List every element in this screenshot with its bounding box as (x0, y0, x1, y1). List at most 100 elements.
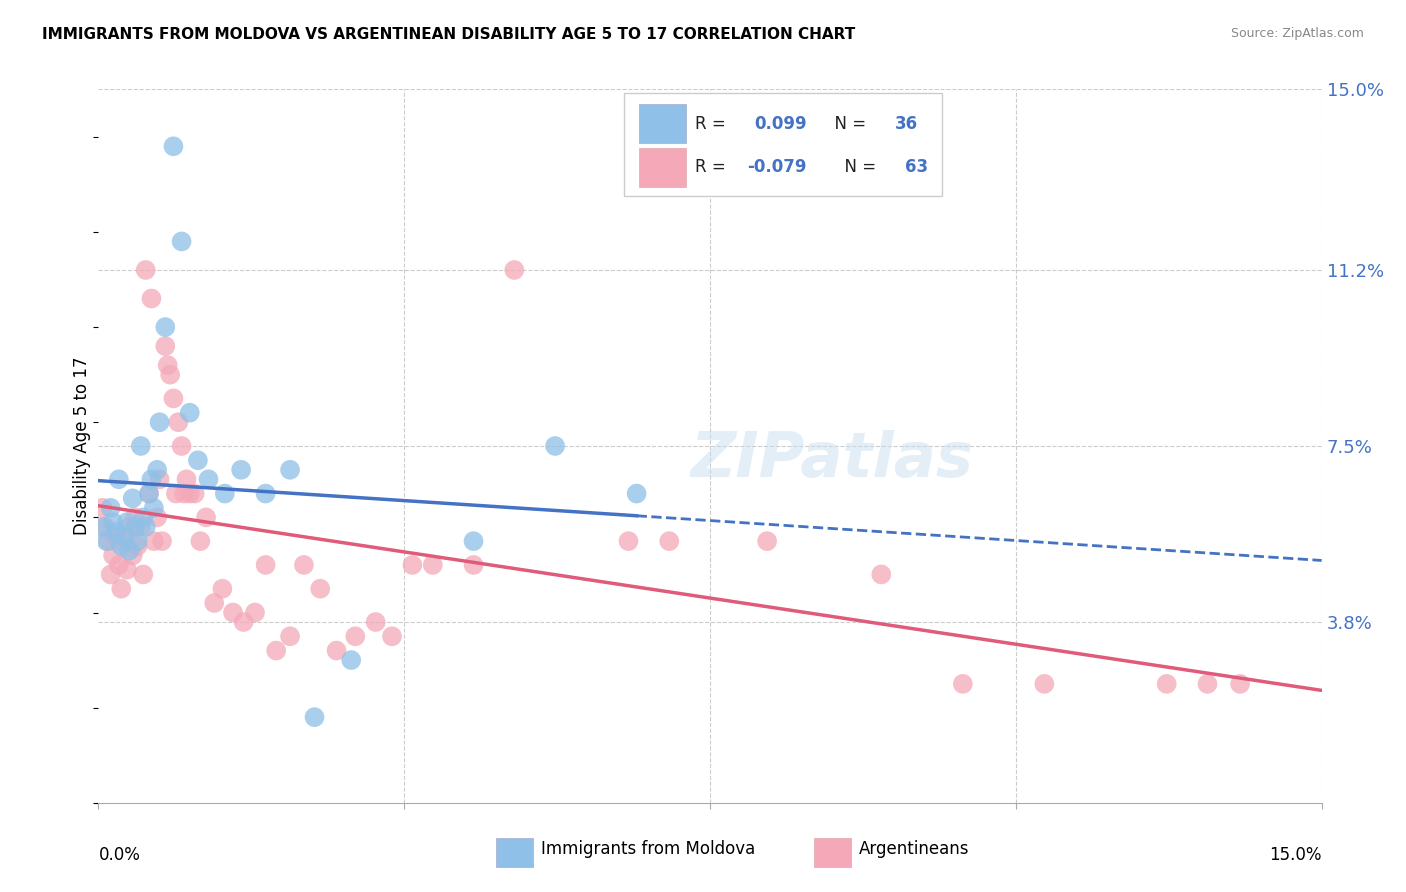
Point (173, 486, 195, 500)
Point (114, 529, 136, 543)
Point (1197, 677, 1219, 691)
Point (127, 534, 149, 549)
Point (100, 500, 122, 515)
Point (381, 629, 404, 643)
FancyBboxPatch shape (814, 838, 851, 867)
Point (135, 520, 157, 534)
Point (278, 463, 301, 477)
Point (170, 439, 193, 453)
Point (254, 558, 277, 572)
Point (304, 710, 326, 724)
Y-axis label: Disability Age 5 to 17: Disability Age 5 to 17 (73, 357, 91, 535)
FancyBboxPatch shape (624, 93, 942, 196)
Text: R =: R = (696, 115, 731, 133)
Point (94, 520, 117, 534)
Point (146, 463, 169, 477)
Text: ZIPatlas: ZIPatlas (690, 430, 974, 491)
Point (118, 520, 141, 534)
Point (183, 486, 205, 500)
Point (141, 472, 163, 486)
Point (159, 368, 181, 382)
Point (138, 486, 160, 500)
Point (870, 567, 893, 582)
Point (132, 567, 155, 582)
Point (138, 486, 160, 500)
Text: 15.0%: 15.0% (1270, 846, 1322, 863)
Point (658, 534, 681, 549)
Point (309, 582, 332, 596)
Point (129, 520, 152, 534)
Point (222, 606, 245, 620)
Point (187, 453, 209, 467)
Point (756, 534, 779, 549)
Text: 36: 36 (894, 115, 918, 133)
Point (121, 549, 143, 563)
Point (101, 515, 124, 529)
Point (155, 339, 177, 353)
Text: Argentineans: Argentineans (859, 840, 970, 858)
Point (202, 596, 225, 610)
Point (344, 629, 367, 643)
Point (141, 292, 163, 306)
Point (463, 558, 485, 572)
Point (108, 472, 131, 486)
Point (626, 486, 648, 500)
Point (101, 549, 124, 563)
Text: -0.079: -0.079 (747, 158, 806, 177)
Point (114, 534, 136, 549)
Text: IMMIGRANTS FROM MOLDOVA VS ARGENTINEAN DISABILITY AGE 5 TO 17 CORRELATION CHART: IMMIGRANTS FROM MOLDOVA VS ARGENTINEAN D… (42, 27, 855, 42)
Point (127, 539, 149, 553)
Point (1229, 677, 1251, 691)
Text: 63: 63 (904, 158, 928, 177)
Point (91, 500, 114, 515)
Point (952, 677, 974, 691)
Point (422, 558, 444, 572)
Text: R =: R = (696, 158, 731, 177)
Point (195, 510, 218, 524)
Point (156, 358, 179, 372)
Point (401, 558, 423, 572)
Point (243, 606, 266, 620)
Point (170, 235, 193, 249)
Point (135, 263, 157, 277)
Text: Source: ZipAtlas.com: Source: ZipAtlas.com (1230, 27, 1364, 40)
Point (132, 510, 155, 524)
Point (340, 653, 363, 667)
FancyBboxPatch shape (640, 148, 686, 187)
Text: 0.099: 0.099 (754, 115, 807, 133)
Text: Immigrants from Moldova: Immigrants from Moldova (541, 840, 755, 858)
Point (155, 320, 177, 334)
Point (149, 415, 172, 429)
Point (96, 534, 118, 549)
Point (146, 510, 169, 524)
Point (1156, 677, 1178, 691)
Point (97, 534, 120, 549)
Point (325, 643, 347, 657)
Point (292, 558, 315, 572)
FancyBboxPatch shape (496, 838, 533, 867)
Point (149, 472, 172, 486)
Text: N =: N = (824, 115, 872, 133)
Point (108, 558, 131, 572)
Point (278, 629, 301, 643)
Point (110, 539, 132, 553)
Point (544, 439, 567, 453)
Point (254, 486, 277, 500)
Point (110, 582, 132, 596)
Point (197, 472, 219, 486)
Point (167, 415, 190, 429)
Point (100, 567, 122, 582)
Point (150, 534, 173, 549)
Text: 0.0%: 0.0% (98, 846, 141, 863)
Point (1033, 677, 1056, 691)
Point (188, 534, 212, 549)
Point (364, 615, 387, 629)
Point (105, 529, 128, 543)
Point (91, 520, 114, 534)
Point (142, 500, 165, 515)
Point (232, 615, 254, 629)
Point (124, 510, 146, 524)
Point (214, 486, 236, 500)
Point (115, 515, 138, 529)
Point (142, 534, 165, 549)
